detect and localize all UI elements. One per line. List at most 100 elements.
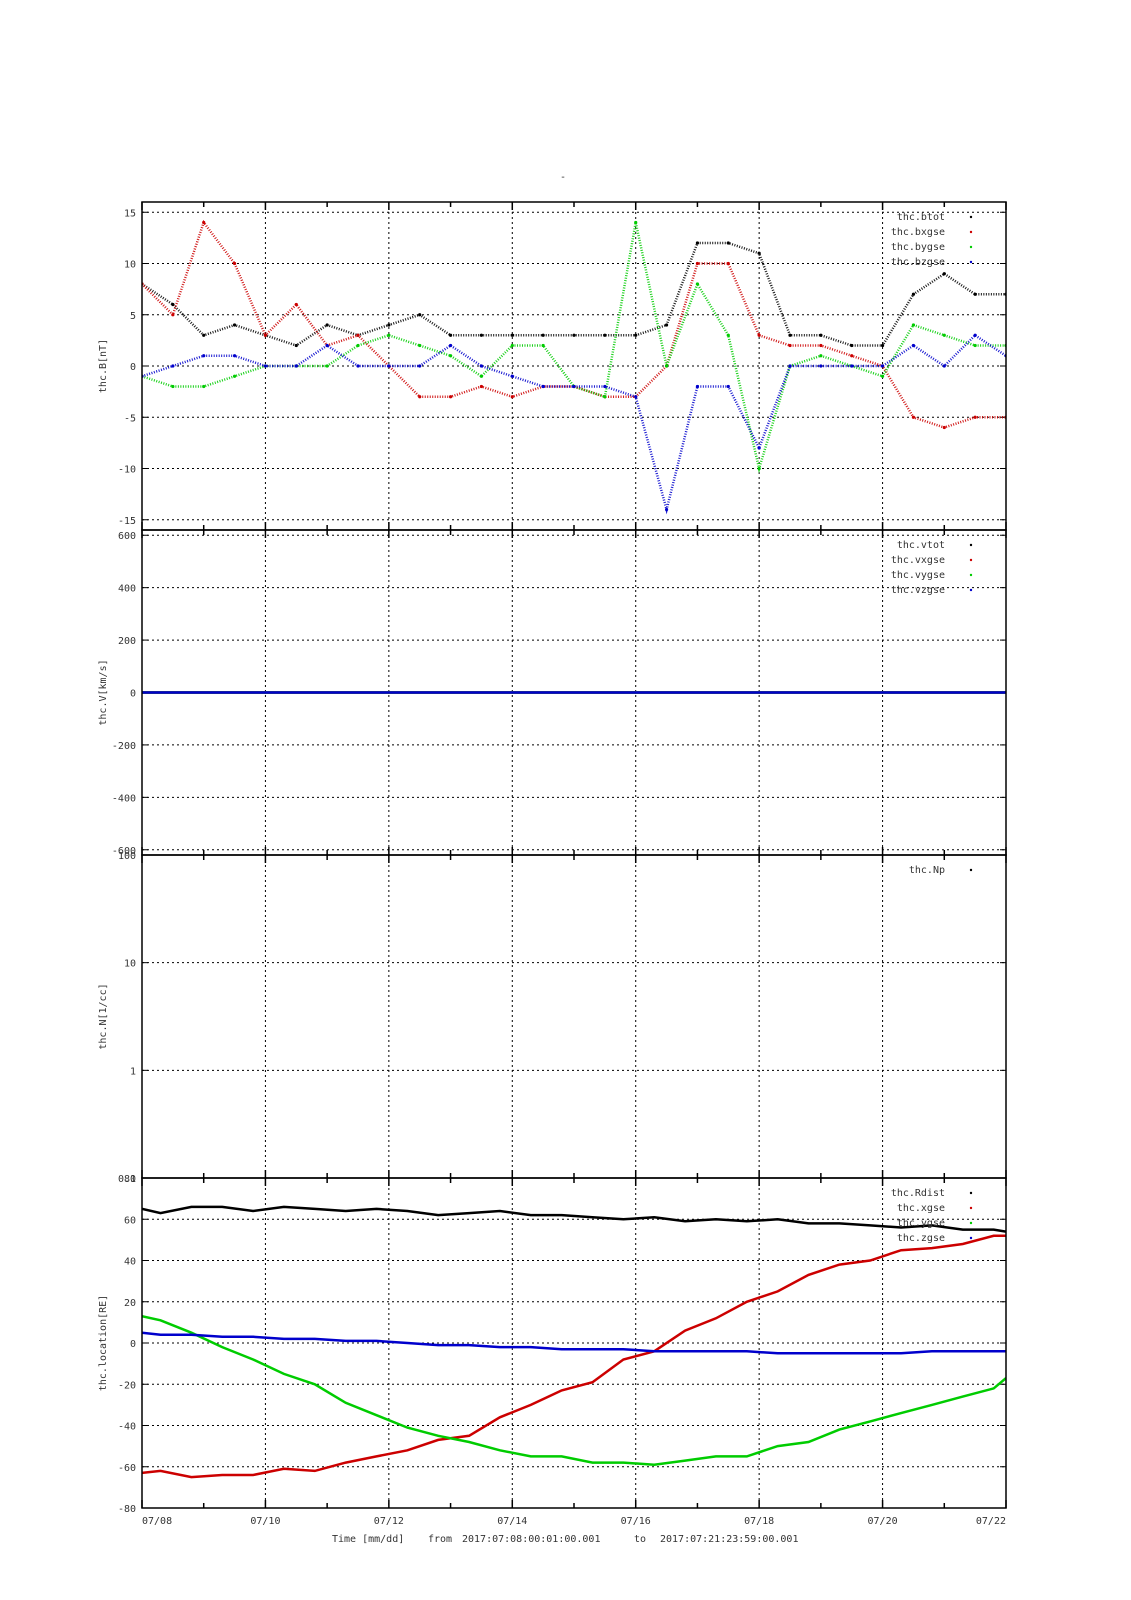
y-tick-label: 100 (118, 851, 136, 862)
series-thc-btot-point (171, 302, 175, 307)
y-tick-label: 15 (124, 208, 136, 219)
y-tick-label: -20 (118, 1380, 136, 1391)
panel-1: -15 -10 -5 0 5 10 15 thc.B[nT] thc.btot thc.bxgse… (98, 201, 1007, 531)
y-axis-label: thc.V[km/s] (98, 659, 109, 725)
series-thc-bygse-point (171, 384, 175, 389)
series-thc-btot-point (418, 313, 422, 317)
series-thc-bzgse-point (911, 343, 916, 348)
series-thc-bzgse-point (880, 364, 885, 368)
series-thc-bxgse-point (202, 220, 206, 225)
from-value: 2017:07:08:00:01:00.001 (462, 1534, 600, 1545)
legend-label: thc.ygse (897, 1218, 945, 1229)
series-thc-bxgse-point (911, 415, 916, 419)
series-thc-bxgse-point (695, 261, 700, 266)
series-thc-bxgse-point (942, 425, 946, 430)
legend-marker (969, 588, 973, 592)
x-tick-label: 07/10 (250, 1516, 280, 1527)
panel-frame (141, 854, 1007, 1179)
series-thc-btot-point (757, 251, 761, 255)
series-thc-bzgse-point (572, 384, 576, 389)
series-thc-Rdist (142, 1205, 1006, 1233)
y-tick-label: -10 (118, 465, 136, 476)
y-tick-label: -80 (118, 1504, 136, 1515)
legend-marker (969, 1236, 973, 1240)
legend-marker (969, 260, 973, 264)
series-thc-zgse (142, 1331, 1006, 1355)
y-axis-label: thc.location[RE] (98, 1295, 109, 1391)
y-axis-label: thc.N[1/cc] (98, 983, 109, 1049)
series-thc-bygse-point (232, 374, 237, 378)
series-thc-bzgse-point (603, 384, 607, 389)
series-thc-bxgse-point (726, 261, 730, 266)
series-thc-bzgse-point (510, 374, 514, 378)
series-thc-btot-point (634, 333, 638, 337)
series-thc-bygse-point (418, 343, 422, 348)
series-thc-bygse-point (911, 323, 916, 327)
series-thc-bzgse-point (202, 354, 206, 358)
series-thc-bygse-point (325, 364, 329, 368)
legend-label: thc.Np (909, 865, 945, 876)
y-tick-label: 400 (118, 584, 136, 595)
y-tick-label: 1 (130, 1066, 136, 1077)
y-tick-label: 0.1 (118, 1174, 136, 1185)
series-thc-btot-point (973, 292, 977, 296)
y-tick-label: -60 (118, 1463, 136, 1474)
series-thc-bygse-point (603, 395, 607, 399)
series-thc-btot-point (850, 343, 854, 348)
legend-label: thc.vtot (897, 540, 945, 551)
legend-label: thc.bxgse (891, 227, 945, 238)
series-thc-bzgse-point (387, 364, 391, 368)
series-thc-bygse-point (387, 333, 391, 337)
series-thc-bzgse-point (942, 364, 946, 368)
legend-marker (969, 868, 973, 872)
legend-marker (969, 1206, 973, 1210)
series-thc-btot-point (911, 292, 916, 296)
series-thc-btot-point (232, 323, 237, 327)
series-thc-bygse-point (757, 466, 761, 471)
panel-4: -80 -60 -40 -20 0 20 40 60 80 thc.location[RE] thc… (98, 1174, 1007, 1515)
series-thc-bxgse-point (356, 333, 360, 337)
series-thc-bygse-point (448, 354, 453, 358)
series-thc-btot-point (572, 333, 576, 337)
series-thc-btot-point (603, 333, 607, 337)
legend-label: thc.xgse (897, 1203, 945, 1214)
x-tick-label: 07/22 (976, 1516, 1006, 1527)
y-tick-label: 0 (130, 362, 136, 373)
series-thc-btot-point (387, 323, 391, 327)
series-thc-bzgse-point (819, 364, 823, 368)
y-tick-label: -15 (118, 516, 136, 527)
series-thc-bzgse-point (479, 364, 484, 368)
footer: Time [mm/dd] from 2017:07:08:00:01:00.00… (332, 1534, 798, 1545)
y-tick-label: 80 (124, 1174, 136, 1185)
y-tick-label: 0 (130, 1339, 136, 1350)
legend-marker (969, 1221, 973, 1225)
series-thc-bzgse-point (263, 364, 268, 368)
legend-label: thc.btot (897, 212, 945, 223)
series-thc-bzgse-point (695, 384, 700, 389)
legend-label: thc.Rdist (891, 1188, 945, 1199)
y-tick-label: 10 (124, 959, 136, 970)
legend-label: thc.vxgse (891, 555, 945, 566)
y-tick-label: -400 (112, 793, 136, 804)
x-tick-label: 07/20 (868, 1516, 898, 1527)
series-thc-btot-point (726, 241, 730, 245)
series-thc-btot-point (325, 323, 329, 327)
series-thc-btot-point (880, 343, 885, 348)
y-tick-label: 5 (130, 311, 136, 322)
series-thc-btot-point (448, 333, 453, 337)
series-thc-bxgse-point (788, 343, 792, 348)
series-thc-bxgse-point (448, 395, 453, 399)
series-thc-bygse-point (356, 343, 360, 348)
series-thc-bzgse-point (541, 384, 545, 389)
panel-2: -600 -400 -200 0 200 400 600 thc.V[km/s] thc.vto… (98, 529, 1007, 857)
series-thc-bygse-point (634, 220, 638, 225)
x-tick-label: 07/14 (497, 1516, 527, 1527)
series-thc-bygse-point (819, 354, 823, 358)
series-thc-bygse-point (541, 343, 545, 348)
legend-label: thc.zgse (897, 1233, 945, 1244)
series-thc-bxgse-point (263, 333, 268, 337)
legend-label: thc.vygse (891, 570, 945, 581)
series-thc-bzgse-point (356, 364, 360, 368)
series-thc-bxgse (142, 219, 1006, 429)
